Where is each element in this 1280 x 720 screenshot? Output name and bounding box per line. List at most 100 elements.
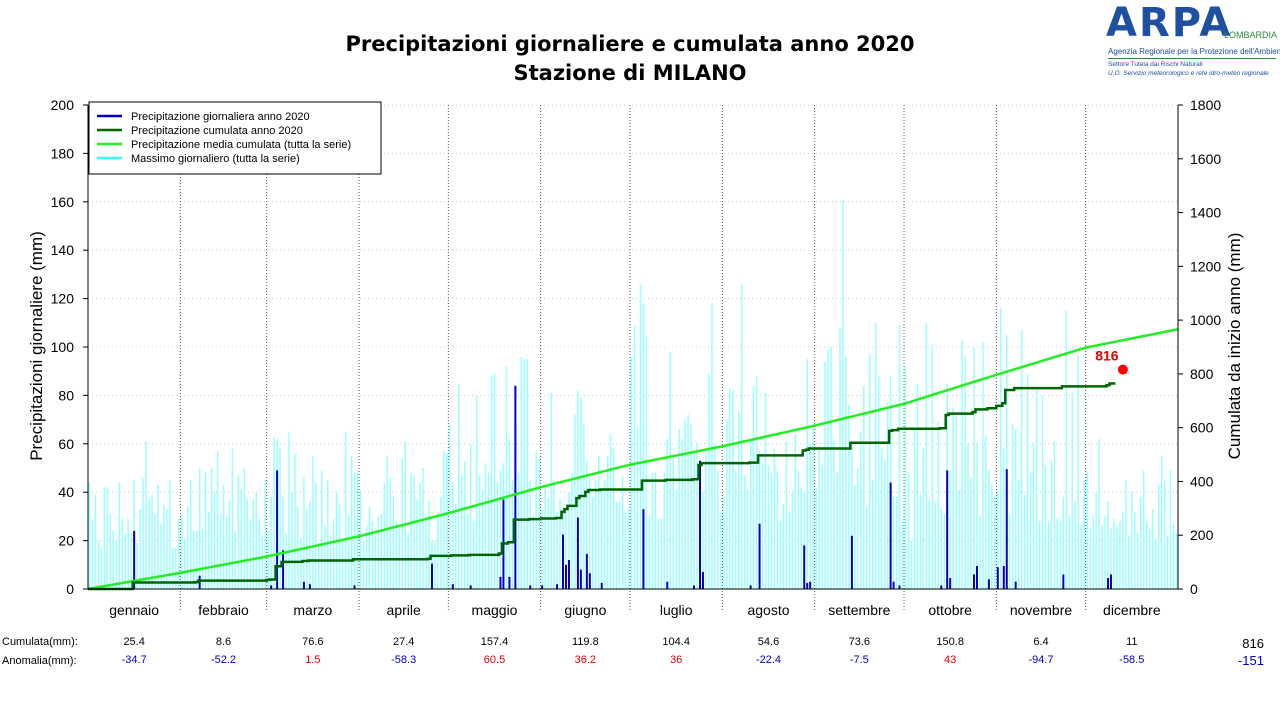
daily-max-bar	[216, 451, 219, 589]
daily-max-bar	[538, 458, 540, 589]
month-label: dicembre	[1103, 602, 1161, 618]
daily-max-bar	[827, 349, 829, 589]
daily-max-bar	[755, 376, 758, 589]
daily-max-bar	[484, 463, 487, 589]
daily-max-bar	[931, 344, 934, 589]
daily-max-bar	[1006, 334, 1008, 589]
daily-2020-bar	[973, 574, 975, 589]
daily-max-bar	[550, 392, 552, 589]
daily-max-bar	[997, 489, 999, 589]
arpa-lombardia-logo: ARPA LOMBARDIA Agenzia Regionale per la …	[1104, 0, 1280, 82]
daily-max-bar	[595, 480, 597, 589]
daily-max-bar	[237, 475, 240, 589]
daily-max-bar	[678, 429, 680, 589]
daily-2020-bar	[529, 585, 532, 589]
daily-max-bar	[201, 528, 204, 589]
daily-max-bar	[401, 458, 403, 589]
daily-max-bar	[720, 511, 722, 589]
daily-max-bar	[100, 547, 103, 589]
daily-max-bar	[529, 480, 531, 589]
daily-max-bar	[124, 533, 126, 589]
daily-max-bar	[645, 337, 648, 589]
daily-max-bar	[1166, 535, 1169, 589]
daily-max-bar	[466, 513, 469, 589]
daily-max-bar	[478, 475, 481, 589]
daily-max-bar	[1008, 513, 1011, 589]
daily-max-bar	[377, 516, 380, 589]
daily-max-bar	[1104, 516, 1106, 589]
daily-max-bar	[222, 484, 225, 589]
daily-max-bar	[452, 482, 454, 589]
daily-max-bar	[559, 499, 561, 589]
daily-max-bar	[127, 518, 129, 589]
daily-2020-bar	[270, 585, 273, 589]
month-label: luglio	[660, 602, 693, 618]
monthly-anomalia-value: -7.5	[849, 654, 869, 666]
daily-2020-bar	[585, 553, 588, 589]
daily-max-bar	[154, 513, 156, 589]
daily-max-bar	[580, 397, 582, 589]
daily-max-bar	[97, 540, 100, 589]
daily-max-bar	[332, 518, 335, 589]
daily-max-bar	[812, 426, 814, 589]
daily-max-bar	[246, 499, 249, 589]
daily-max-bar	[163, 504, 165, 589]
y-tick-label: 200	[51, 97, 75, 113]
daily-max-bar	[490, 376, 493, 589]
daily-max-bar	[324, 526, 326, 589]
daily-max-bar	[976, 443, 978, 589]
y-tick-label: 0	[66, 581, 74, 597]
daily-max-bar	[410, 472, 412, 589]
daily-max-bar	[252, 499, 255, 589]
monthly-cumulata-value: 73.6	[848, 636, 871, 648]
daily-max-bar	[553, 480, 555, 589]
daily-max-bar	[854, 484, 856, 589]
daily-max-bar	[449, 424, 451, 589]
daily-max-bar	[175, 547, 177, 589]
logo-brand: ARPA	[1106, 0, 1233, 46]
daily-max-bar	[1071, 392, 1074, 589]
daily-max-bar	[583, 424, 585, 589]
daily-max-bar	[1095, 492, 1097, 589]
daily-max-bar	[306, 509, 308, 589]
daily-max-bar	[782, 504, 785, 589]
daily-max-bar	[353, 472, 356, 589]
legend-label: Precipitazione media cumulata (tutta la …	[131, 139, 351, 151]
daily-max-bar	[586, 460, 588, 589]
daily-max-bar	[139, 509, 141, 589]
daily-max-bar	[705, 453, 707, 589]
daily-max-bar	[767, 465, 770, 589]
daily-max-bar	[249, 518, 252, 589]
daily-max-bar	[836, 472, 838, 589]
daily-2020-bar	[666, 581, 669, 589]
daily-max-bar	[857, 468, 859, 589]
daily-max-bar	[1038, 521, 1041, 589]
monthly-cumulata-value: 54.6	[757, 636, 780, 648]
daily-max-bar	[687, 414, 689, 589]
monthly-anomalia-value: -58.3	[391, 654, 417, 666]
daily-max-bar	[1160, 455, 1163, 589]
daily-max-bar	[711, 303, 713, 589]
daily-max-bar	[511, 480, 514, 589]
daily-max-bar	[270, 497, 272, 589]
daily-max-bar	[437, 511, 439, 589]
daily-max-bar	[279, 448, 281, 589]
daily-max-bar	[943, 513, 945, 589]
daily-max-bar	[1116, 526, 1118, 589]
daily-max-bar	[1110, 528, 1112, 589]
daily-max-bar	[681, 438, 683, 589]
month-label: maggio	[472, 602, 518, 618]
daily-max-bar	[556, 511, 558, 589]
daily-max-bar	[773, 448, 776, 589]
daily-max-bar	[446, 453, 448, 589]
daily-max-bar	[1092, 516, 1094, 589]
daily-max-bar	[258, 518, 260, 589]
daily-max-bar	[130, 533, 132, 589]
daily-max-bar	[443, 451, 445, 589]
daily-2020-bar	[975, 566, 978, 589]
daily-max-bar	[883, 460, 886, 589]
daily-max-bar	[461, 475, 463, 589]
daily-2020-bar	[308, 584, 311, 589]
daily-max-bar	[845, 356, 847, 589]
daily-max-bar	[973, 347, 975, 589]
